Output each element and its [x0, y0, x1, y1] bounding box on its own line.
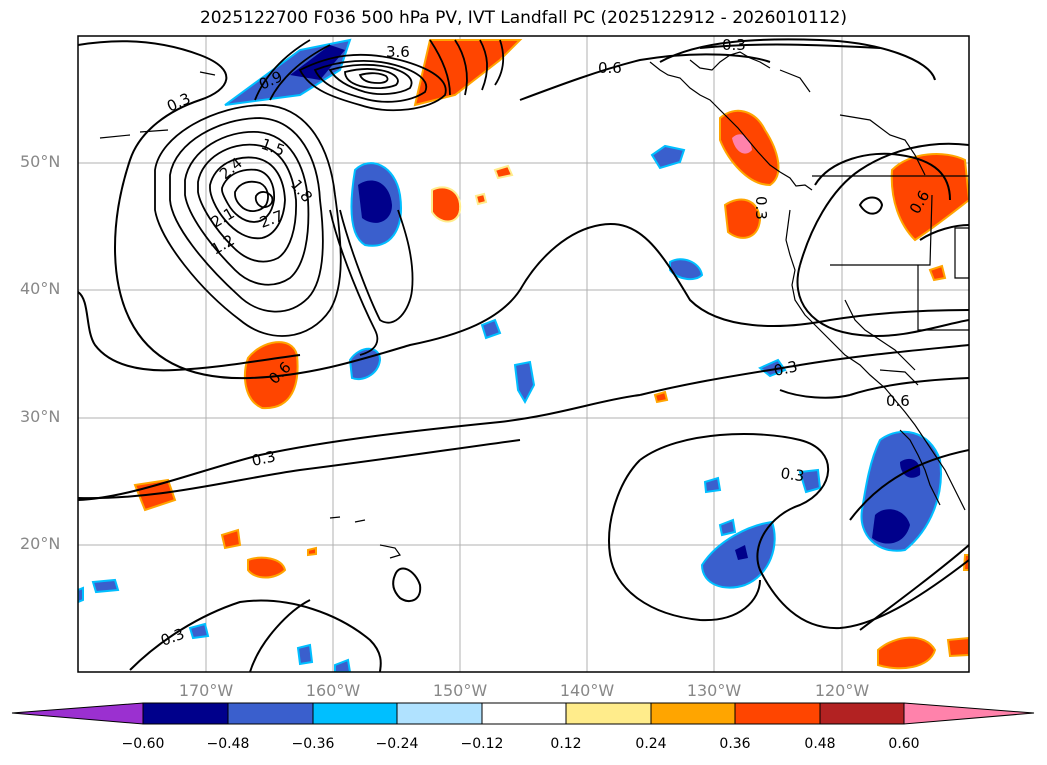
colorbar-tick-label: −0.60: [121, 736, 165, 752]
contour-label: 0.6: [886, 392, 910, 410]
lat-label: 40°N: [20, 279, 61, 298]
colorbar-tick-label: 0.24: [635, 736, 667, 752]
contour-label: 0.3: [779, 464, 805, 485]
lon-label: 140°W: [559, 681, 615, 700]
lon-label: 130°W: [686, 681, 742, 700]
colorbar-segment: [227, 702, 314, 725]
contour-label: 0.3: [722, 36, 746, 54]
colorbar-extend-high: [903, 702, 1035, 725]
coastlines: [99, 51, 969, 559]
colorbar-tick-label: 0.12: [550, 736, 582, 752]
colorbar-segment: [734, 702, 821, 725]
colorbar-segment: [142, 702, 229, 725]
colorbar-tick-label: −0.36: [291, 736, 335, 752]
colorbar-segment: [396, 702, 483, 725]
colorbar-segment: [481, 702, 567, 725]
colorbar-tick-label: 0.60: [888, 736, 920, 752]
lon-label: 150°W: [432, 681, 488, 700]
colorbar-tick-label: 0.36: [719, 736, 751, 752]
lon-label: 160°W: [305, 681, 361, 700]
contour-label: 0.3: [772, 357, 799, 380]
colorbar-segment: [565, 702, 652, 725]
contour-label: 3.6: [386, 43, 410, 61]
pv-vortex: [154, 39, 505, 356]
lon-label: 120°W: [814, 681, 870, 700]
contour-label: 0.3: [250, 447, 277, 470]
colorbar-tick-label: −0.48: [206, 736, 250, 752]
colorbar-tick-label: −0.24: [375, 736, 419, 752]
lat-label: 30°N: [20, 407, 61, 426]
lat-label: 50°N: [20, 152, 61, 171]
gridlines: [78, 36, 969, 672]
colorbar: [11, 702, 1035, 725]
lat-label: 20°N: [20, 534, 61, 553]
map-panel: [78, 36, 969, 672]
colorbar-tick-label: 0.48: [804, 736, 836, 752]
map-title: 2025122700 F036 500 hPa PV, IVT Landfall…: [199, 8, 847, 28]
colorbar-segment: [650, 702, 736, 725]
colorbar-segment: [819, 702, 905, 725]
map-frame: [77, 35, 970, 673]
colorbar-segment: [312, 702, 398, 725]
contour-label: 0.3: [752, 196, 770, 220]
contour-label: 0.6: [598, 59, 622, 77]
colorbar-extend-low: [11, 702, 144, 725]
pv-contours: [78, 38, 969, 672]
lon-label: 170°W: [178, 681, 234, 700]
colorbar-tick-label: −0.12: [460, 736, 504, 752]
